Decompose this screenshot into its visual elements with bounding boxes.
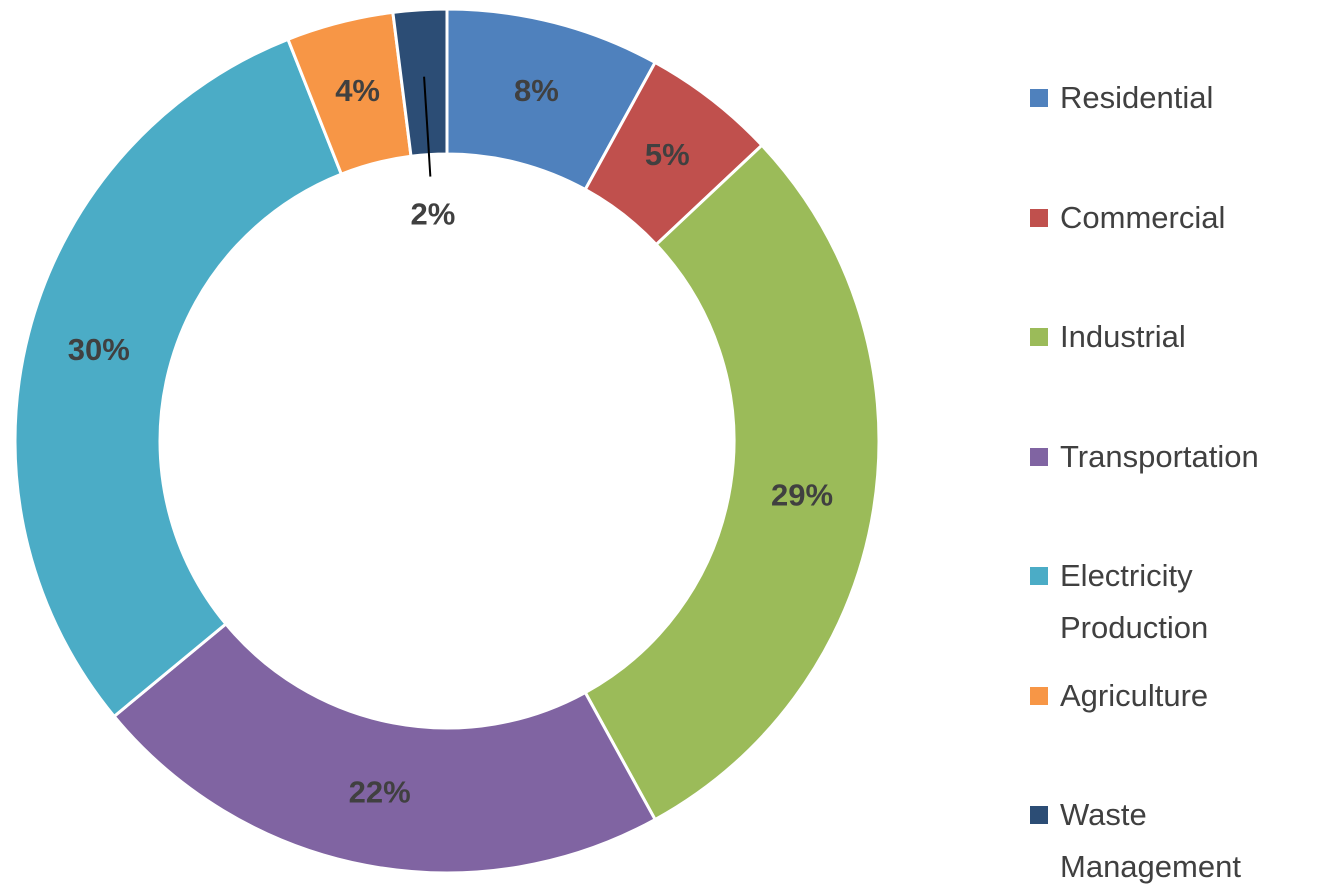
legend-label: Residential xyxy=(1060,80,1214,115)
data-label: 4% xyxy=(335,73,380,108)
legend-label: Electricity Production xyxy=(1060,558,1209,645)
donut-segment xyxy=(583,143,881,822)
legend-swatch xyxy=(1030,447,1048,466)
data-label: 30% xyxy=(68,332,130,367)
legend-label: Transportation xyxy=(1060,438,1259,474)
data-label: 29% xyxy=(771,477,833,512)
legend-item: Industrial xyxy=(1030,311,1320,363)
legend-item: Electricity Production xyxy=(1030,550,1320,654)
legend-label: Industrial xyxy=(1060,319,1186,354)
data-label: 22% xyxy=(349,774,411,809)
legend-item: Agriculture xyxy=(1030,670,1320,722)
leader-line xyxy=(423,76,432,177)
donut-segment xyxy=(13,37,344,719)
legend-item: Residential xyxy=(1030,72,1320,124)
donut-segment xyxy=(112,621,658,875)
legend-item: Commercial xyxy=(1030,192,1320,244)
legend-swatch xyxy=(1030,208,1048,227)
legend-swatch xyxy=(1030,686,1048,705)
legend-label: Agriculture xyxy=(1060,677,1209,713)
data-label: 5% xyxy=(645,137,690,172)
donut-segment xyxy=(391,7,449,158)
data-label: 2% xyxy=(410,197,455,232)
legend-label: Waste Management xyxy=(1060,797,1241,884)
legend-item: Waste Management xyxy=(1030,789,1320,888)
legend-label: Commercial xyxy=(1060,199,1226,235)
data-label: 8% xyxy=(514,73,559,108)
legend-swatch xyxy=(1030,806,1048,824)
legend-swatch xyxy=(1030,328,1048,346)
legend-swatch xyxy=(1030,567,1048,585)
legend-item: Transportation xyxy=(1030,431,1320,483)
legend-swatch xyxy=(1030,89,1048,107)
